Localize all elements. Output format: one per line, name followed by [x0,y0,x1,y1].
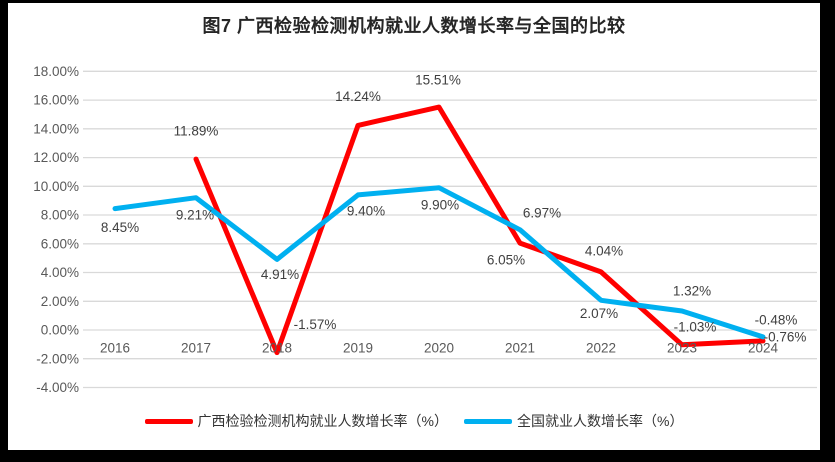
x-tick-label: 2017 [181,341,211,356]
series-line-guangxi [193,104,766,356]
legend-label-guangxi: 广西检验检测机构就业人数增长率（%） [197,413,448,429]
legend-label-national: 全国就业人数增长率（%） [517,413,684,429]
y-tick-label: 10.00% [33,179,79,194]
data-label: 1.32% [673,284,711,299]
legend-line-marker-national [464,418,512,424]
x-tick-label: 2020 [424,341,454,356]
y-tick-label: 18.00% [33,64,79,79]
x-tick-label: 2016 [100,341,130,356]
legend-item-national: 全国就业人数增长率（%） [464,411,683,431]
chart-area [8,3,820,450]
data-label: 9.90% [421,197,459,212]
y-tick-label: 2.00% [41,294,79,309]
data-label: 9.40% [347,203,385,218]
x-tick-label: 2024 [748,341,779,356]
x-tick-label: 2022 [586,341,616,356]
y-tick-label: 14.00% [33,121,79,136]
legend: 广西检验检测机构就业人数增长率（%） 全国就业人数增长率（%） [8,411,820,431]
data-label: 9.21% [176,207,214,222]
y-tick-label: 6.00% [41,236,79,251]
y-tick-label: 8.00% [41,208,79,223]
chart-title: 图7 广西检验检测机构就业人数增长率与全国的比较 [202,16,626,36]
x-tick-label: 2023 [667,341,697,356]
x-tick-label: 2018 [262,341,292,356]
series-line-national [112,185,766,340]
data-label: 8.45% [101,220,139,235]
data-label: 15.51% [415,73,461,88]
data-label: -1.03% [674,319,717,334]
y-tick-label: 4.00% [41,265,79,280]
legend-line-marker-guangxi [144,418,193,424]
data-label: 11.89% [174,124,219,139]
legend-item-guangxi: 广西检验检测机构就业人数增长率（%） [144,411,448,431]
x-tick-label: 2021 [505,341,535,356]
data-label: -1.57% [294,317,337,332]
y-tick-label: 0.00% [41,323,79,338]
data-label: -0.76% [764,329,807,344]
y-tick-label: -2.00% [36,351,79,366]
data-label: -0.48% [755,312,798,327]
y-tick-label: 12.00% [33,150,79,165]
data-label: 2.07% [580,306,618,321]
data-label: 6.05% [487,253,525,268]
data-label: 4.04% [585,243,623,258]
data-label: 14.24% [335,89,381,104]
data-label: 6.97% [523,205,561,220]
x-tick-label: 2019 [343,341,373,356]
y-tick-label: -4.00% [36,380,79,395]
y-tick-label: 16.00% [33,93,79,108]
data-label: 4.91% [261,267,299,282]
